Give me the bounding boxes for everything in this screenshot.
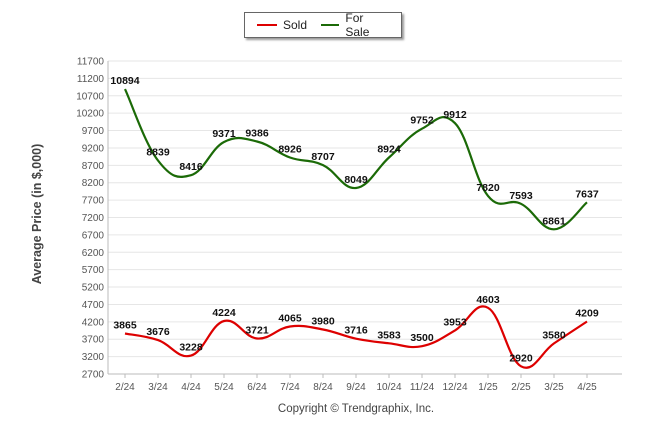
y-tick-label: 2700	[82, 370, 105, 381]
legend-swatch-for-sale	[321, 24, 340, 26]
data-label-sold: 3980	[311, 315, 335, 327]
data-label-for-sale: 9371	[212, 128, 236, 140]
data-label-for-sale: 6861	[542, 215, 566, 227]
legend-item-for-sale[interactable]: For Sale	[321, 11, 387, 39]
y-tick-label: 11200	[77, 74, 105, 85]
series-line-sold	[124, 305, 588, 369]
data-label-for-sale: 10894	[110, 75, 139, 87]
y-tick-label: 3700	[82, 335, 105, 346]
data-label-sold: 3721	[245, 324, 269, 336]
data-label-for-sale: 9386	[245, 127, 269, 139]
x-tick-label: 3/25	[544, 382, 564, 393]
data-label-for-sale: 7593	[509, 190, 533, 202]
data-label-sold: 3865	[113, 319, 137, 331]
x-tick-label: 4/25	[577, 382, 597, 393]
data-label-for-sale: 8926	[278, 143, 302, 155]
chart-legend: Sold For Sale	[244, 11, 402, 39]
data-label-for-sale: 9912	[443, 109, 467, 121]
y-tick-label: 10200	[76, 109, 104, 120]
x-tick-label: 4/24	[181, 382, 201, 393]
data-label-for-sale: 8707	[311, 151, 335, 163]
data-label-for-sale: 8049	[344, 174, 368, 186]
y-axis-title: Average Price (in $,000)	[30, 144, 44, 285]
x-tick-label: 10/24	[376, 382, 401, 393]
data-label-sold: 3676	[146, 326, 170, 338]
y-tick-label: 6200	[82, 248, 105, 259]
y-tick-label: 7200	[82, 213, 105, 224]
legend-item-sold[interactable]: Sold	[257, 18, 307, 32]
legend-swatch-sold	[257, 24, 277, 26]
data-label-sold: 4209	[575, 308, 599, 320]
y-tick-label: 3200	[82, 352, 105, 363]
x-tick-label: 11/24	[410, 382, 435, 393]
x-tick-label: 5/24	[214, 382, 234, 393]
data-label-for-sale: 9752	[410, 115, 434, 127]
x-tick-label: 6/24	[247, 382, 267, 393]
x-tick-label: 7/24	[280, 382, 300, 393]
y-tick-label: 9700	[82, 126, 105, 137]
y-tick-label: 8700	[82, 161, 105, 172]
data-label-sold: 3500	[410, 332, 434, 344]
data-label-sold: 3580	[542, 329, 566, 341]
x-tick-label: 3/24	[148, 382, 168, 393]
data-label-sold: 4224	[212, 307, 236, 319]
y-tick-label: 7700	[82, 196, 105, 207]
data-label-for-sale: 8416	[179, 161, 203, 173]
data-label-sold: 3228	[179, 342, 203, 354]
data-label-sold: 3716	[344, 325, 368, 337]
data-labels: 3865 3676 3228 4224 3721 4065 3980 3716 3583 3500…	[110, 75, 598, 364]
y-tick-label: 5200	[82, 283, 105, 294]
y-axis-ticks: 2700 3200 3700 4200 4700 5200 5700 6200 6700 7200…	[76, 57, 104, 381]
data-label-for-sale: 8924	[377, 144, 401, 156]
legend-label-sold: Sold	[283, 18, 308, 32]
data-label-sold: 4065	[278, 313, 302, 325]
y-tick-label: 4200	[82, 317, 105, 328]
y-tick-label: 8200	[82, 178, 105, 189]
x-tick-label: 2/24	[115, 382, 135, 393]
data-label-sold: 2920	[509, 352, 533, 364]
y-tick-label: 5700	[82, 265, 105, 276]
data-label-sold: 4603	[476, 294, 500, 306]
y-tick-label: 6700	[82, 230, 105, 241]
y-tick-label: 4700	[82, 300, 105, 311]
x-tick-label: 12/24	[442, 382, 467, 393]
data-label-for-sale: 7820	[476, 182, 500, 194]
y-tick-label: 10700	[76, 91, 104, 102]
series-lines	[124, 88, 588, 369]
x-tick-label: 2/25	[511, 382, 531, 393]
data-label-for-sale: 8839	[146, 146, 170, 158]
copyright-text: Copyright © Trendgraphix, Inc.	[278, 403, 434, 415]
y-tick-label: 9200	[82, 143, 105, 154]
series-line-for-sale	[124, 88, 588, 231]
x-tick-label: 8/24	[313, 382, 333, 393]
y-tick-label: 11700	[77, 57, 105, 68]
legend-label-for-sale: For Sale	[345, 11, 370, 39]
data-label-sold: 3583	[377, 329, 401, 341]
data-label-sold: 3953	[443, 316, 467, 328]
x-tick-label: 1/25	[478, 382, 498, 393]
data-label-for-sale: 7637	[575, 188, 599, 200]
x-tick-label: 9/24	[346, 382, 366, 393]
x-axis-ticks: 2/24 3/24 4/24 5/24 6/24 7/24 8/24 9/24 10/24 11/…	[115, 374, 597, 393]
